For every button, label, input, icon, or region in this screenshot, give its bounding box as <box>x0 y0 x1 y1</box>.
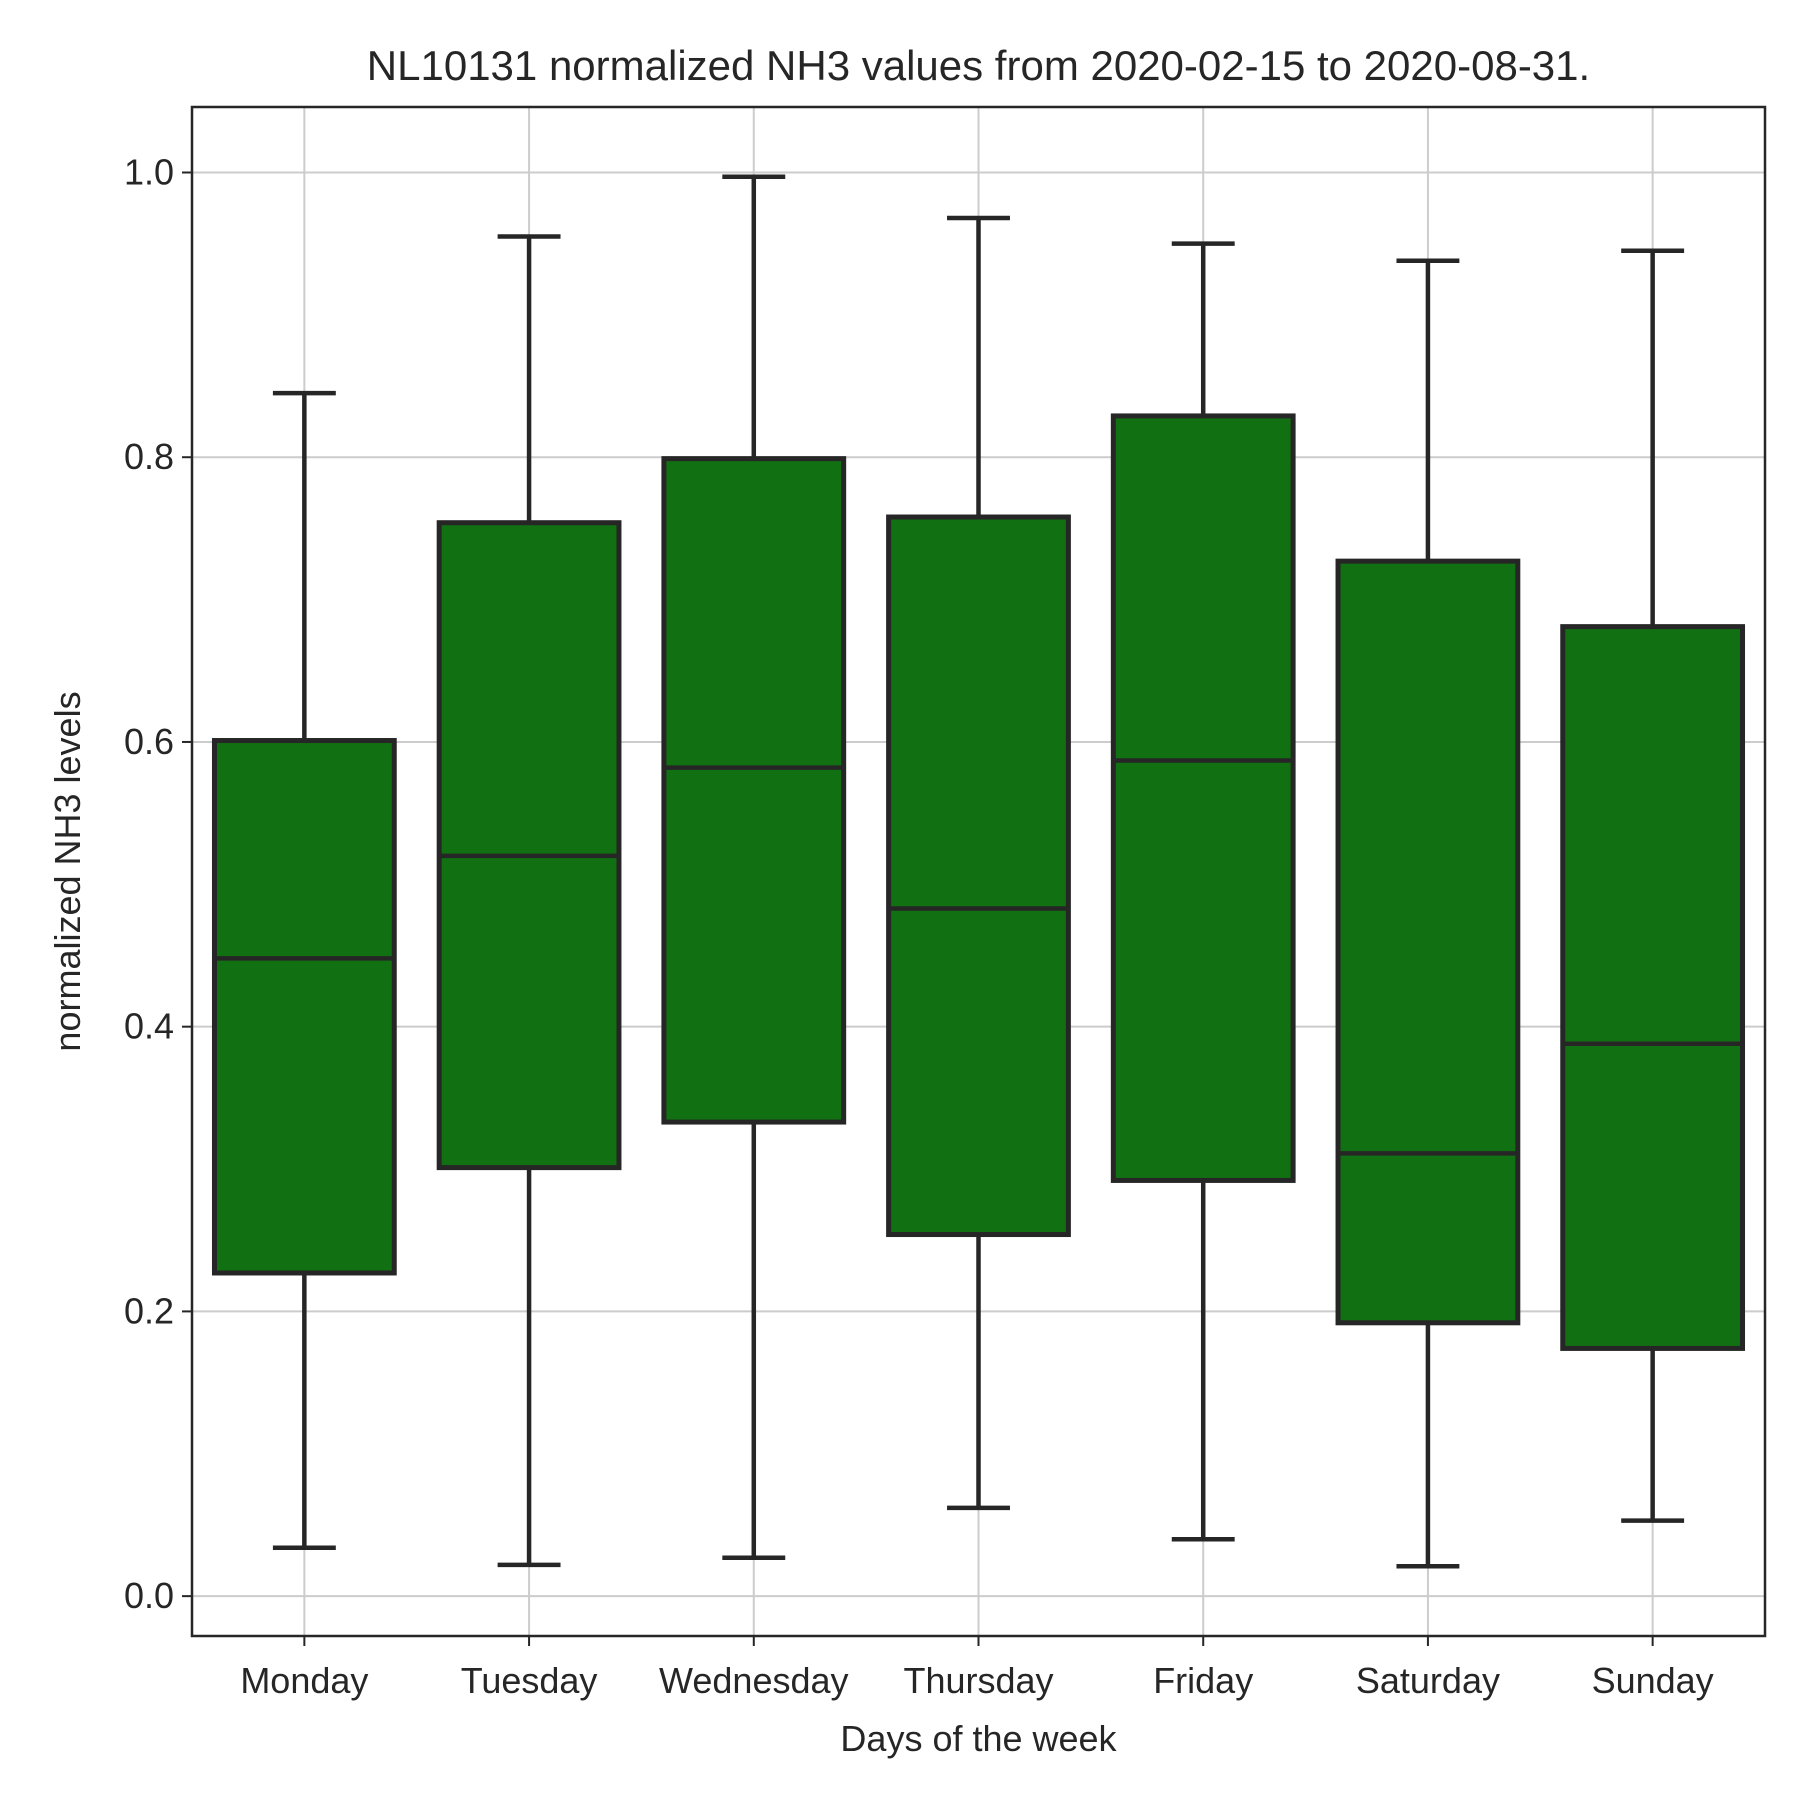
iqr-box <box>1335 558 1521 1326</box>
x-tick-label: Wednesday <box>659 1660 848 1701</box>
y-tick-label: 0.6 <box>124 721 174 762</box>
iqr-box <box>1110 413 1296 1183</box>
x-tick-label: Thursday <box>903 1660 1053 1701</box>
box-saturday <box>1335 258 1521 1569</box>
iqr-box <box>211 738 397 1276</box>
x-axis-label: Days of the week <box>840 1718 1117 1759</box>
x-tick-label: Sunday <box>1592 1660 1714 1701</box>
x-tick-label: Tuesday <box>461 1660 598 1701</box>
y-tick-label: 0.8 <box>124 436 174 477</box>
box-sunday <box>1560 248 1746 1523</box>
axis-ticks: 0.0 0.2 0.4 0.6 0.8 1.0 Monday Tuesday Wednesday… <box>124 151 1714 1701</box>
box-monday <box>211 390 397 1550</box>
box-thursday <box>886 215 1071 1511</box>
y-tick-label: 1.0 <box>124 151 174 192</box>
box-wednesday <box>661 174 847 1560</box>
y-axis-label: normalized NH3 levels <box>47 691 88 1051</box>
x-tick-label: Monday <box>240 1660 368 1701</box>
iqr-box <box>886 514 1071 1238</box>
x-tick-label: Saturday <box>1356 1660 1500 1701</box>
iqr-box <box>1560 624 1746 1351</box>
y-tick-label: 0.0 <box>124 1575 174 1616</box>
y-tick-label: 0.4 <box>124 1006 174 1047</box>
box-series <box>211 174 1746 1569</box>
box-friday <box>1110 241 1296 1542</box>
iqr-box <box>661 456 847 1125</box>
y-tick-label: 0.2 <box>124 1290 174 1331</box>
x-tick-label: Friday <box>1153 1660 1253 1701</box>
box-tuesday <box>436 234 622 1568</box>
chart-title: NL10131 normalized NH3 values from 2020-… <box>367 42 1590 89</box>
iqr-box <box>436 520 622 1171</box>
